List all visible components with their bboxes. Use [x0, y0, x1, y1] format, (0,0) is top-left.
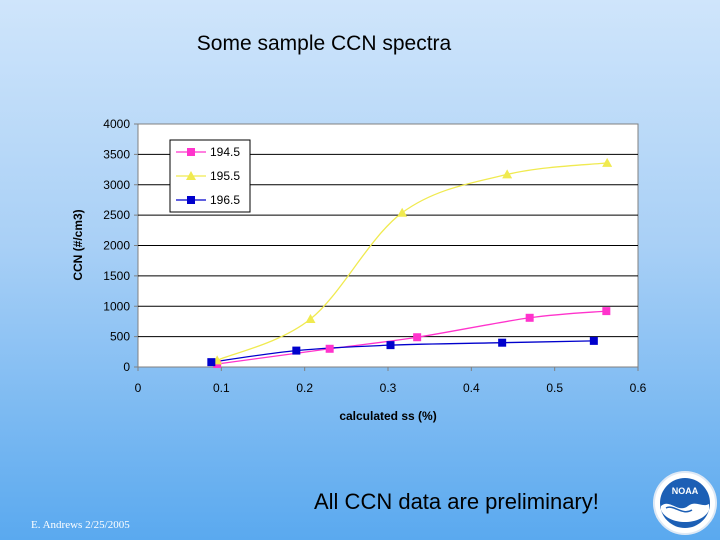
legend: 194.5 195.5 196.5: [169, 139, 251, 213]
author-credit: E. Andrews 2/25/2005: [31, 519, 130, 531]
data-point-195.5: [305, 314, 316, 324]
noaa-logo: NOAA: [653, 471, 717, 535]
y-tick-label: 1500: [103, 269, 130, 283]
y-tick-label: 3000: [103, 178, 130, 192]
y-tick-labels: 0 500 1000 1500 2000 2500 3000 3500 4000: [103, 117, 138, 374]
series-markers: [207, 157, 613, 368]
x-axis-label: calculated ss (%): [339, 409, 436, 423]
y-tick-label: 4000: [103, 117, 130, 131]
x-tick-label: 0.2: [296, 381, 313, 395]
data-point-196.5: [589, 336, 598, 345]
legend-label-195.5: 195.5: [210, 169, 240, 183]
legend-marker-194.5: [187, 148, 195, 156]
legend-marker-195.5: [186, 171, 196, 180]
data-point-194.5: [525, 313, 534, 322]
data-point-194.5: [602, 307, 611, 316]
y-tick-label: 2000: [103, 239, 130, 253]
y-tick-label: 500: [110, 330, 130, 344]
data-point-194.5: [325, 344, 334, 353]
x-tick-label: 0: [135, 381, 142, 395]
x-tick-label: 0.1: [213, 381, 230, 395]
data-point-195.5: [502, 169, 513, 179]
legend-label-194.5: 194.5: [210, 145, 240, 159]
y-axis-label: CCN (#/cm3): [71, 209, 85, 280]
data-point-196.5: [498, 338, 507, 347]
legend-marker-196.5: [187, 196, 195, 204]
x-tick-label: 0.4: [463, 381, 480, 395]
x-tick-labels: 0 0.1 0.2 0.3 0.4 0.5 0.6: [135, 367, 647, 395]
data-point-196.5: [292, 346, 301, 355]
x-tick-label: 0.3: [380, 381, 397, 395]
y-tick-label: 0: [123, 360, 130, 374]
y-tick-label: 3500: [103, 147, 130, 161]
data-point-195.5: [397, 207, 408, 217]
data-point-194.5: [413, 333, 422, 342]
data-point-196.5: [386, 341, 395, 350]
preliminary-note: All CCN data are preliminary!: [314, 489, 599, 514]
slide-title: Some sample CCN spectra: [196, 32, 452, 55]
x-tick-label: 0.6: [630, 381, 647, 395]
y-tick-label: 2500: [103, 208, 130, 222]
data-point-195.5: [602, 157, 613, 167]
logo-text: NOAA: [672, 486, 699, 496]
data-point-196.5: [207, 358, 216, 367]
legend-label-196.5: 196.5: [210, 193, 240, 207]
x-tick-label: 0.5: [546, 381, 563, 395]
y-tick-label: 1000: [103, 299, 130, 313]
